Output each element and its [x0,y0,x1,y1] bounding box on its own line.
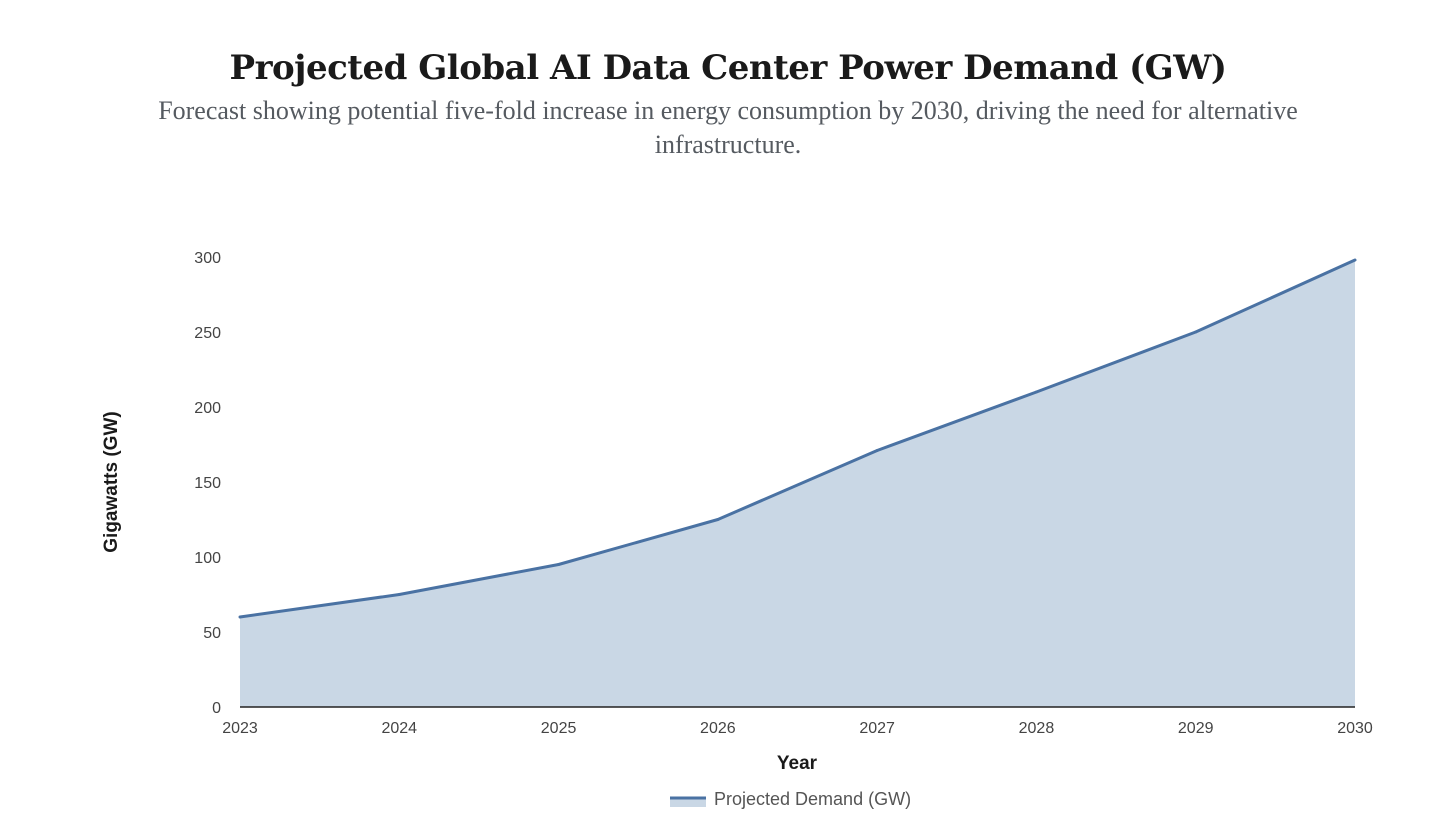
y-tick-label: 0 [212,700,221,717]
y-tick-labels: 0 50 100 150 200 250 300 [194,250,221,717]
x-tick-label: 2026 [700,720,736,737]
y-tick-label: 200 [194,400,221,417]
x-tick-label: 2024 [381,720,417,737]
data-point[interactable] [1192,328,1200,336]
x-tick-labels: 2023 2024 2025 2026 2027 2028 2029 2030 [222,720,1373,737]
legend-label: Projected Demand (GW) [714,789,911,809]
y-axis-title: Gigawatts (GW) [101,411,122,552]
data-point[interactable] [1032,388,1040,396]
series-line-segment [1034,330,1198,394]
y-tick-label: 100 [194,550,221,567]
area-fill [240,260,1355,707]
y-tick-label: 300 [194,250,221,267]
series-line-segment [557,518,720,566]
chart-subtitle: Forecast showing potential five-fold inc… [158,96,1298,159]
x-tick-label: 2023 [222,720,258,737]
data-point[interactable] [873,447,881,455]
y-tick-label: 50 [203,625,221,642]
data-point[interactable] [1351,256,1359,264]
x-tick-label: 2029 [1178,720,1214,737]
x-axis-title: Year [777,753,818,774]
y-tick-label: 250 [194,325,221,342]
data-point[interactable] [236,613,244,621]
series-line-segment [397,563,561,596]
x-tick-label: 2028 [1019,720,1055,737]
data-point[interactable] [555,561,563,569]
series-line-segment [716,449,879,521]
x-tick-label: 2030 [1337,720,1373,737]
chart-title: Projected Global AI Data Center Power De… [229,48,1227,88]
series-line-segment [238,593,401,619]
x-tick-label: 2027 [859,720,895,737]
data-point[interactable] [395,591,403,599]
series-line-segment [1194,258,1357,334]
legend-swatch [670,797,706,807]
data-point[interactable] [714,516,722,524]
series-line-segment [875,390,1038,452]
line-layer [236,256,1359,621]
y-tick-label: 150 [194,475,221,492]
area-layer [240,260,1355,707]
legend[interactable]: Projected Demand (GW) [670,789,911,809]
x-tick-label: 2025 [541,720,577,737]
